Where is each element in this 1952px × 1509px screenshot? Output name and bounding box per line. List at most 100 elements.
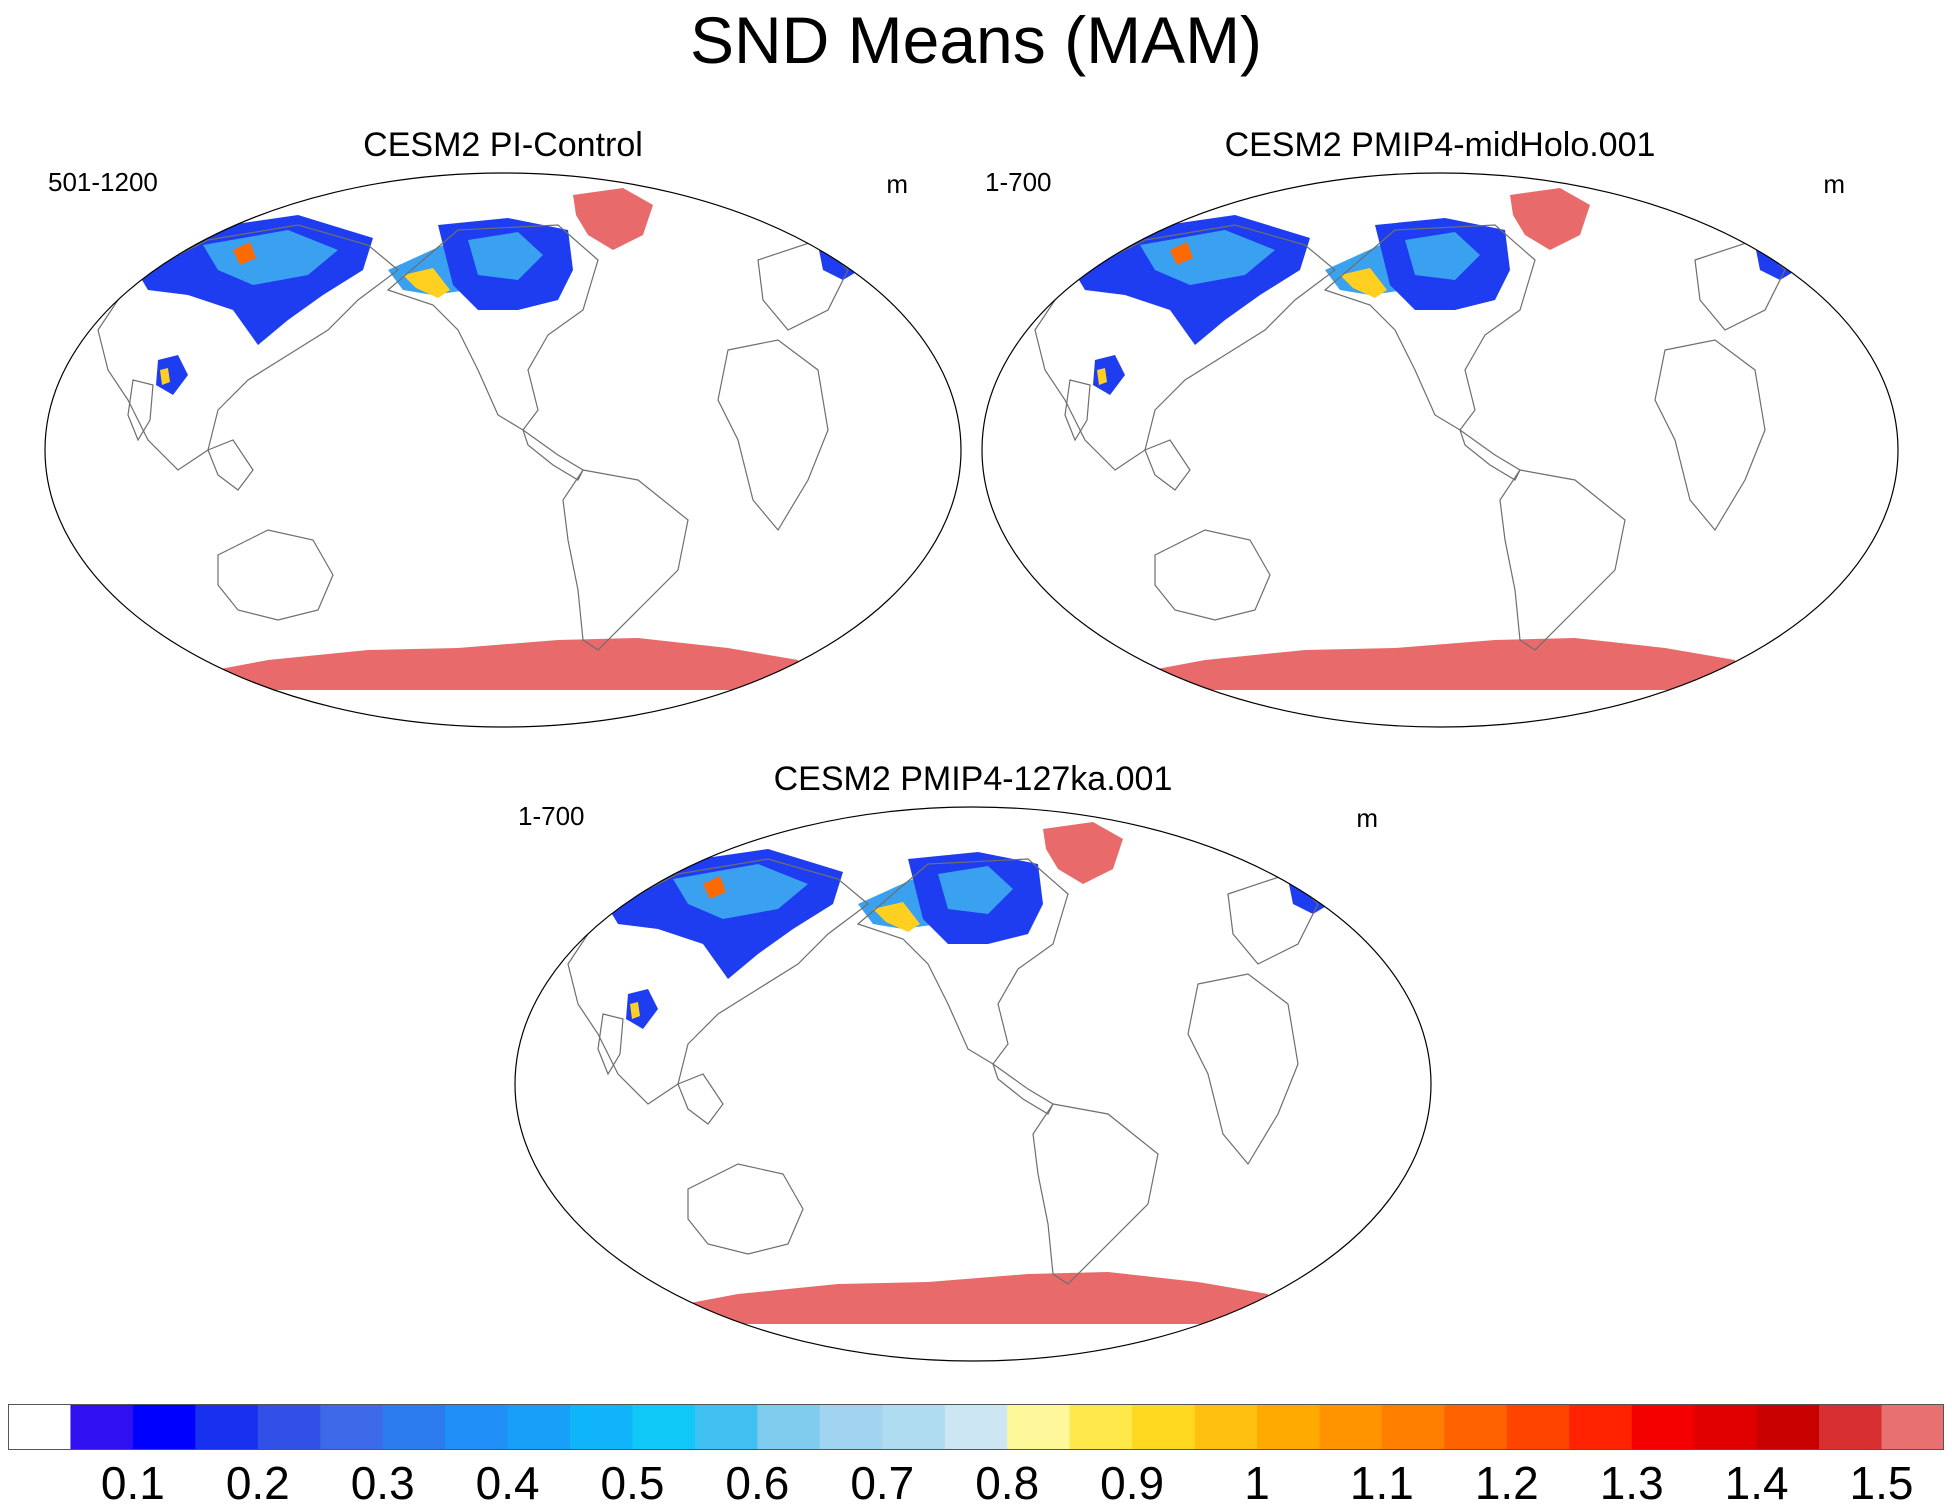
tibet-snow-high xyxy=(160,368,170,385)
colorbar-tick-label: 0.4 xyxy=(475,1457,540,1509)
colorbar-tick-label: 1.4 xyxy=(1724,1457,1789,1509)
asia-outline xyxy=(567,858,869,1105)
tibet-snow-high xyxy=(1097,368,1107,385)
south-america-outline xyxy=(562,469,689,651)
se-asia-outline xyxy=(1144,439,1191,491)
colorbar xyxy=(8,1404,1944,1450)
colorbar-tick-label: 0.9 xyxy=(1100,1457,1165,1509)
colorbar-swatch xyxy=(132,1404,196,1450)
colorbar-swatch xyxy=(195,1404,259,1450)
colorbar-swatch xyxy=(694,1404,758,1450)
colorbar-swatch xyxy=(1069,1404,1133,1450)
australia-outline xyxy=(687,1163,804,1255)
colorbar-swatch xyxy=(1569,1404,1633,1450)
colorbar-swatch xyxy=(257,1404,321,1450)
colorbar-swatch xyxy=(445,1404,509,1450)
india-outline xyxy=(127,379,154,442)
colorbar-tick-label: 0.5 xyxy=(600,1457,665,1509)
africa-outline xyxy=(717,339,829,532)
colorbar-swatch xyxy=(632,1404,696,1450)
colorbar-swatch xyxy=(1444,1404,1508,1450)
north-america-outline xyxy=(386,224,599,431)
asia-outline xyxy=(97,224,399,471)
rockies-snow-high xyxy=(873,902,920,932)
map-frame xyxy=(981,172,1899,728)
greenland-ice xyxy=(1043,822,1123,884)
colorbar-swatch xyxy=(1756,1404,1820,1450)
colorbar-swatch xyxy=(1381,1404,1445,1450)
africa-outline xyxy=(1654,339,1766,532)
australia-outline xyxy=(1154,529,1271,621)
colorbar-tick-label: 1.1 xyxy=(1349,1457,1414,1509)
colorbar-swatch xyxy=(1132,1404,1196,1450)
year-range-label: 1-700 xyxy=(518,801,585,831)
colorbar-swatch xyxy=(320,1404,384,1450)
map-layers xyxy=(97,188,868,690)
colorbar-swatch xyxy=(1319,1404,1383,1450)
greenland-ice xyxy=(1510,188,1590,250)
colorbar-tick-label: 1.2 xyxy=(1474,1457,1539,1509)
colorbar-swatch xyxy=(70,1404,134,1450)
colorbar-tick-label: 1.5 xyxy=(1849,1457,1914,1509)
colorbar-swatch xyxy=(944,1404,1008,1450)
colorbar-swatch xyxy=(1694,1404,1758,1450)
australia-outline xyxy=(217,529,334,621)
north-america-snow-mid xyxy=(938,866,1013,914)
map-frame xyxy=(44,172,962,728)
eurasia-snow-core xyxy=(1140,230,1275,285)
india-outline xyxy=(597,1013,624,1076)
colorbar-frame xyxy=(8,1404,1944,1450)
colorbar-swatch xyxy=(570,1404,634,1450)
se-asia-outline xyxy=(207,439,254,491)
eurasia-snow-core xyxy=(673,864,808,919)
figure-title: SND Means (MAM) xyxy=(689,3,1263,77)
colorbar-swatch xyxy=(1194,1404,1258,1450)
colorbar-swatch xyxy=(1257,1404,1320,1450)
north-america-outline xyxy=(1323,224,1536,431)
central-america-outline xyxy=(521,428,584,481)
year-range-label: 1-700 xyxy=(985,167,1052,197)
africa-outline xyxy=(1187,973,1299,1166)
year-range-label: 501-1200 xyxy=(48,167,158,197)
rockies-snow-high xyxy=(1340,268,1387,298)
map-panel-midholo: CESM2 PMIP4-midHolo.001 1-700 m xyxy=(975,125,1905,735)
colorbar-labels: 0.1 0.2 0.3 0.4 0.5 0.6 0.7 0.8 0.9 1 1.1 1.2 1.3 1.4… xyxy=(0,1458,1952,1508)
map-layers xyxy=(1034,188,1805,690)
south-america-outline xyxy=(1499,469,1626,651)
rockies-snow-high xyxy=(403,268,450,298)
eurasia-snow-peak xyxy=(1170,242,1193,265)
panel-title: CESM2 PI-Control xyxy=(363,126,643,164)
south-america-outline xyxy=(1032,1103,1159,1285)
central-america-outline xyxy=(1458,428,1521,481)
colorbar-swatch xyxy=(1506,1404,1570,1450)
antarctica-ice xyxy=(188,638,798,690)
world-map xyxy=(514,806,1432,1362)
colorbar-swatch xyxy=(8,1404,71,1450)
colorbar-swatch xyxy=(1007,1404,1071,1450)
eurasia-snow-core xyxy=(203,230,338,285)
se-asia-outline xyxy=(677,1073,724,1125)
colorbar-tick-label: 1.3 xyxy=(1599,1457,1664,1509)
colorbar-swatch xyxy=(1881,1404,1944,1450)
colorbar-swatch xyxy=(819,1404,883,1450)
tibet-snow xyxy=(156,355,188,395)
colorbar-swatch xyxy=(757,1404,821,1450)
world-map xyxy=(981,172,1899,728)
antarctica-ice xyxy=(1125,638,1735,690)
north-america-outline xyxy=(856,858,1069,1065)
eurasia-snow-peak xyxy=(703,876,726,899)
world-map xyxy=(44,172,962,728)
colorbar-tick-label: 0.1 xyxy=(100,1457,165,1509)
colorbar-tick-label: 0.6 xyxy=(725,1457,790,1509)
central-america-outline xyxy=(991,1062,1054,1115)
colorbar-swatch xyxy=(882,1404,946,1450)
panel-title: CESM2 PMIP4-127ka.001 xyxy=(773,760,1173,798)
north-america-snow-mid xyxy=(1405,232,1480,280)
units-label: m xyxy=(886,169,908,199)
colorbar-swatch xyxy=(382,1404,446,1450)
tibet-snow xyxy=(626,989,658,1029)
tibet-snow-high xyxy=(630,1002,640,1019)
map-frame xyxy=(514,806,1432,1362)
panel-title: CESM2 PMIP4-midHolo.001 xyxy=(1224,126,1656,164)
colorbar-swatch xyxy=(507,1404,571,1450)
